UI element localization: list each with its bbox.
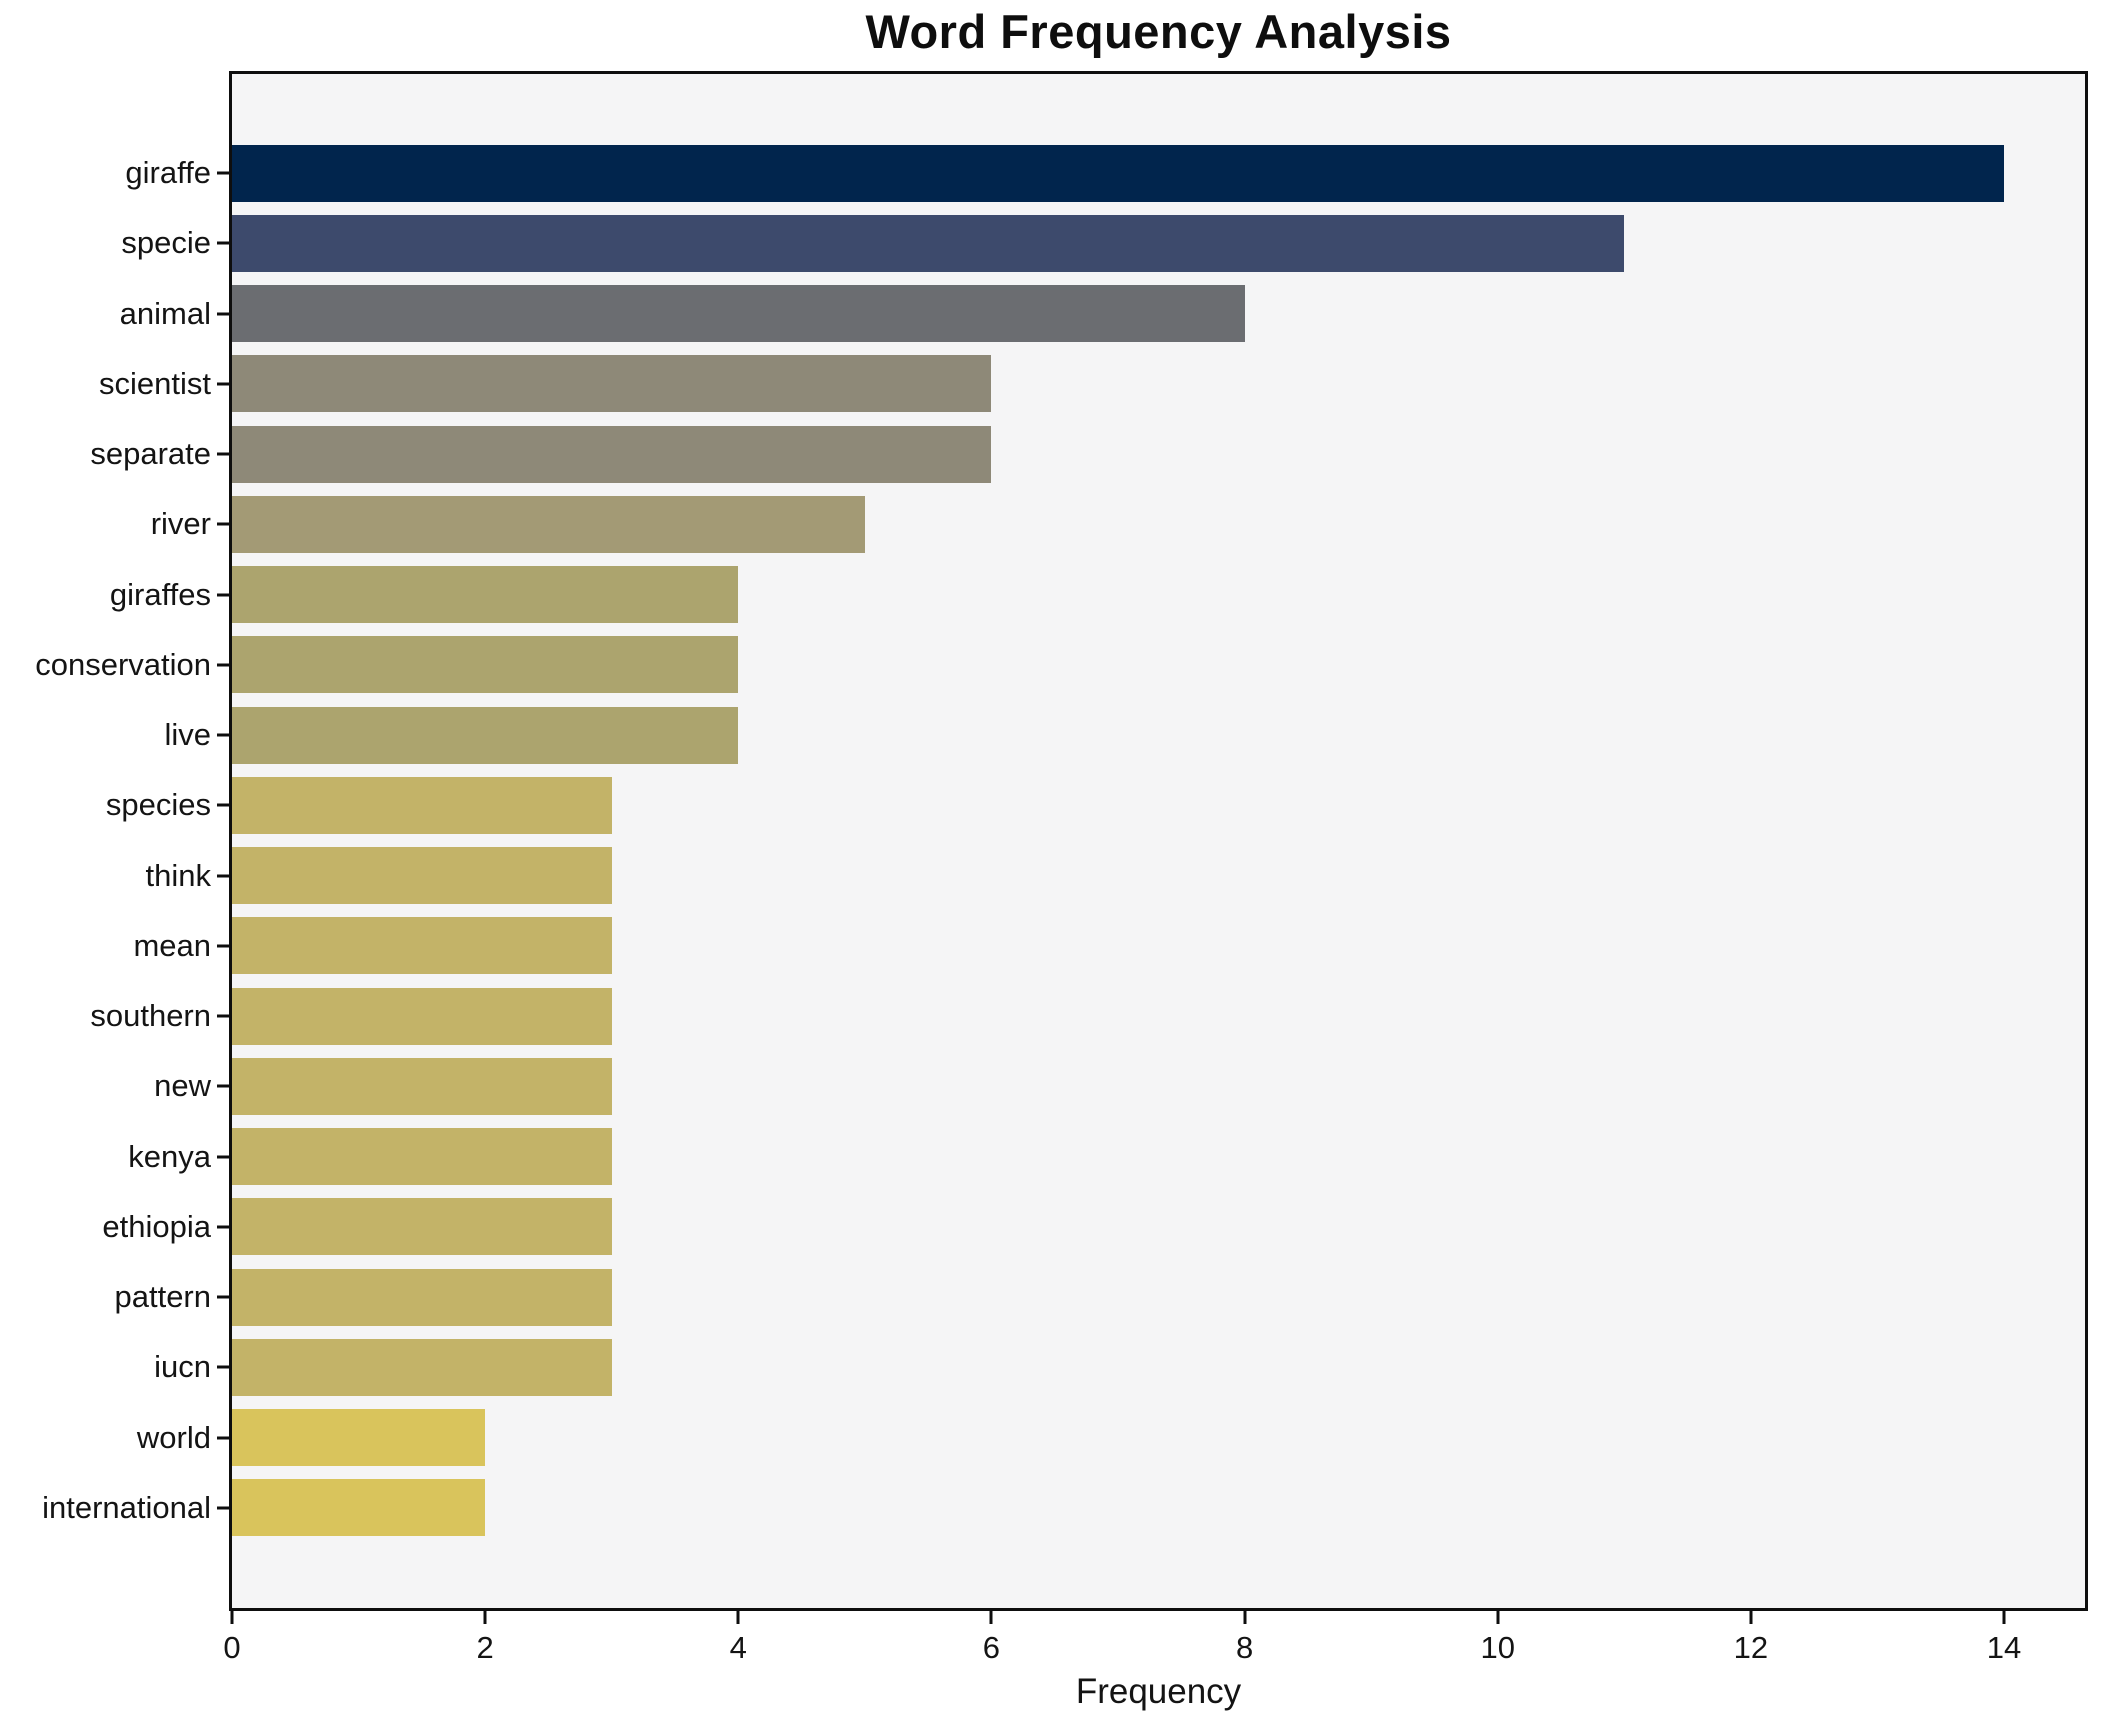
bar-specie (232, 214, 1625, 272)
y-tick-mark (217, 733, 229, 737)
x-tick-mark (2002, 1611, 2006, 1624)
x-tick-label-12: 12 (1733, 1630, 1769, 1665)
x-tick-label-14: 14 (1986, 1630, 2022, 1665)
y-tick-label-specie: specie (121, 225, 211, 261)
y-tick-label-international: international (42, 1489, 211, 1525)
x-tick-mark (230, 1611, 234, 1624)
y-tick-mark (217, 1436, 229, 1440)
bar-conservation (232, 636, 739, 694)
y-tick-mark (217, 593, 229, 597)
x-tick-label-6: 6 (982, 1630, 1001, 1665)
y-tick-mark (217, 1295, 229, 1299)
y-tick-mark (217, 1155, 229, 1159)
y-tick-mark (217, 1365, 229, 1369)
y-tick-label-think: think (145, 857, 211, 893)
x-tick-label-4: 4 (729, 1630, 747, 1665)
y-tick-label-giraffe: giraffe (125, 155, 211, 190)
y-tick-mark (217, 171, 229, 175)
bar-ethiopia (232, 1198, 612, 1256)
y-tick-label-species: species (105, 787, 211, 823)
bar-new (232, 1057, 612, 1115)
bar-southern (232, 987, 612, 1045)
x-tick-label-0: 0 (223, 1630, 241, 1665)
y-tick-mark (217, 522, 229, 526)
bar-giraffes (232, 566, 739, 624)
y-tick-label-pattern: pattern (114, 1279, 211, 1315)
bar-species (232, 776, 612, 834)
x-tick-mark (1243, 1611, 1247, 1624)
y-tick-mark (217, 944, 229, 948)
y-tick-label-southern: southern (90, 998, 211, 1034)
bar-animal (232, 285, 1245, 343)
y-tick-label-scientist: scientist (99, 365, 211, 401)
y-tick-label-river: river (150, 506, 211, 542)
x-tick-label-8: 8 (1235, 1630, 1254, 1665)
y-tick-label-world: world (136, 1419, 211, 1455)
y-tick-label-separate: separate (90, 436, 211, 472)
y-tick-mark (217, 382, 229, 386)
bar-scientist (232, 355, 992, 413)
y-tick-mark (217, 803, 229, 807)
x-tick-mark (989, 1611, 993, 1624)
y-tick-mark (217, 874, 229, 878)
y-tick-label-giraffes: giraffes (109, 576, 211, 612)
bar-river (232, 495, 865, 553)
bar-separate (232, 425, 992, 483)
x-tick-mark (483, 1611, 487, 1624)
y-tick-label-kenya: kenya (128, 1138, 211, 1174)
x-tick-mark (1749, 1611, 1753, 1624)
bar-mean (232, 917, 612, 975)
bar-giraffe (232, 144, 2004, 202)
y-tick-label-iucn: iucn (154, 1349, 211, 1385)
bar-world (232, 1409, 486, 1467)
y-tick-mark (217, 1225, 229, 1229)
bar-iucn (232, 1338, 612, 1396)
y-tick-mark (217, 312, 229, 316)
y-tick-label-mean: mean (133, 927, 211, 963)
y-tick-label-ethiopia: ethiopia (102, 1208, 211, 1244)
y-tick-label-live: live (164, 717, 211, 753)
bar-international (232, 1479, 486, 1537)
x-tick-label-2: 2 (476, 1630, 494, 1665)
bar-think (232, 847, 612, 905)
y-tick-label-conservation: conservation (35, 646, 211, 682)
x-axis-label: Frequency (1075, 1672, 1242, 1711)
y-tick-mark (217, 452, 229, 456)
bar-pattern (232, 1268, 612, 1326)
y-tick-label-new: new (154, 1068, 211, 1104)
chart-title: Word Frequency Analysis (865, 5, 1452, 58)
bar-live (232, 706, 739, 764)
x-tick-label-10: 10 (1480, 1630, 1515, 1665)
x-tick-mark (736, 1611, 740, 1624)
y-tick-mark (217, 241, 229, 245)
plot-area (229, 71, 2088, 1611)
y-tick-mark (217, 1506, 229, 1510)
bar-kenya (232, 1128, 612, 1186)
y-tick-mark (217, 663, 229, 667)
y-tick-mark (217, 1014, 229, 1018)
x-tick-mark (1496, 1611, 1500, 1624)
y-tick-mark (217, 1084, 229, 1088)
y-tick-label-animal: animal (119, 295, 211, 331)
